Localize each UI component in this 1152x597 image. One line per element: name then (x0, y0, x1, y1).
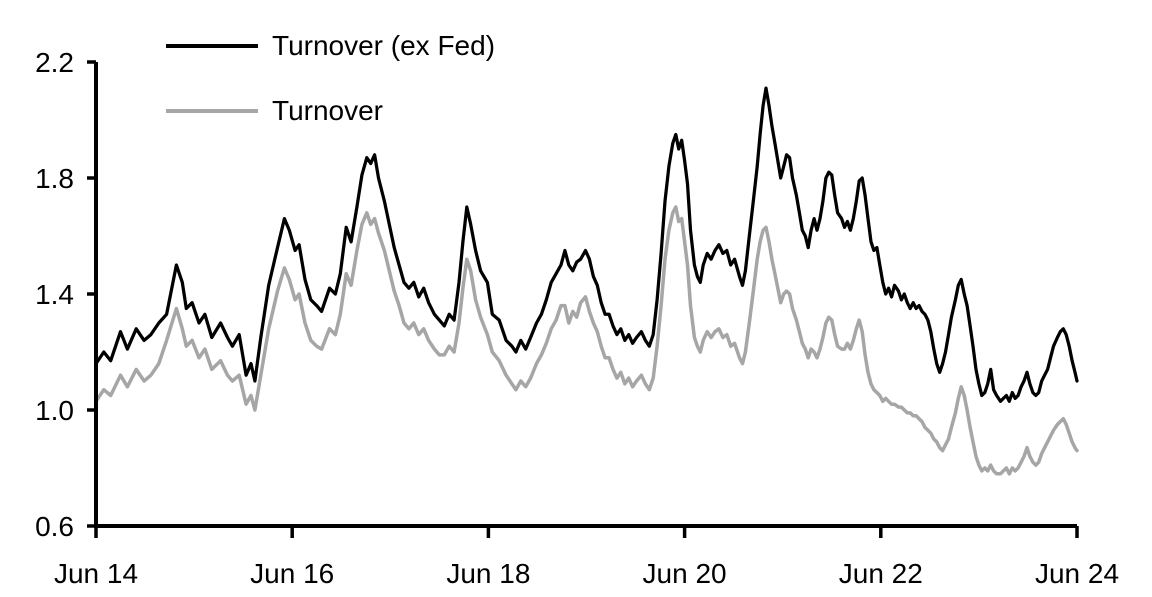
legend-item-turnover: Turnover (166, 95, 495, 127)
x-tick-label: Jun 18 (446, 558, 530, 589)
y-tick-label: 1.0 (35, 395, 74, 426)
x-tick-label: Jun 14 (54, 558, 138, 589)
x-tick-label: Jun 16 (250, 558, 334, 589)
y-tick-label: 2.2 (35, 47, 74, 78)
legend: Turnover (ex Fed) Turnover (166, 30, 495, 160)
y-tick-label: 1.8 (35, 163, 74, 194)
legend-item-turnover-ex-fed: Turnover (ex Fed) (166, 30, 495, 62)
legend-label-turnover-ex-fed: Turnover (ex Fed) (272, 30, 496, 61)
x-tick-label: Jun 20 (643, 558, 727, 589)
x-tick-label: Jun 24 (1035, 558, 1119, 589)
legend-line-sample-black (166, 44, 258, 48)
series-line-turnover-ex-fed (94, 86, 1079, 403)
legend-label-turnover: Turnover (272, 95, 384, 126)
y-tick-label: 1.4 (35, 279, 74, 310)
legend-line-sample-gray (166, 109, 258, 113)
y-tick-label: 0.6 (35, 511, 74, 542)
series-line-turnover (94, 205, 1079, 476)
x-tick-label: Jun 22 (839, 558, 923, 589)
